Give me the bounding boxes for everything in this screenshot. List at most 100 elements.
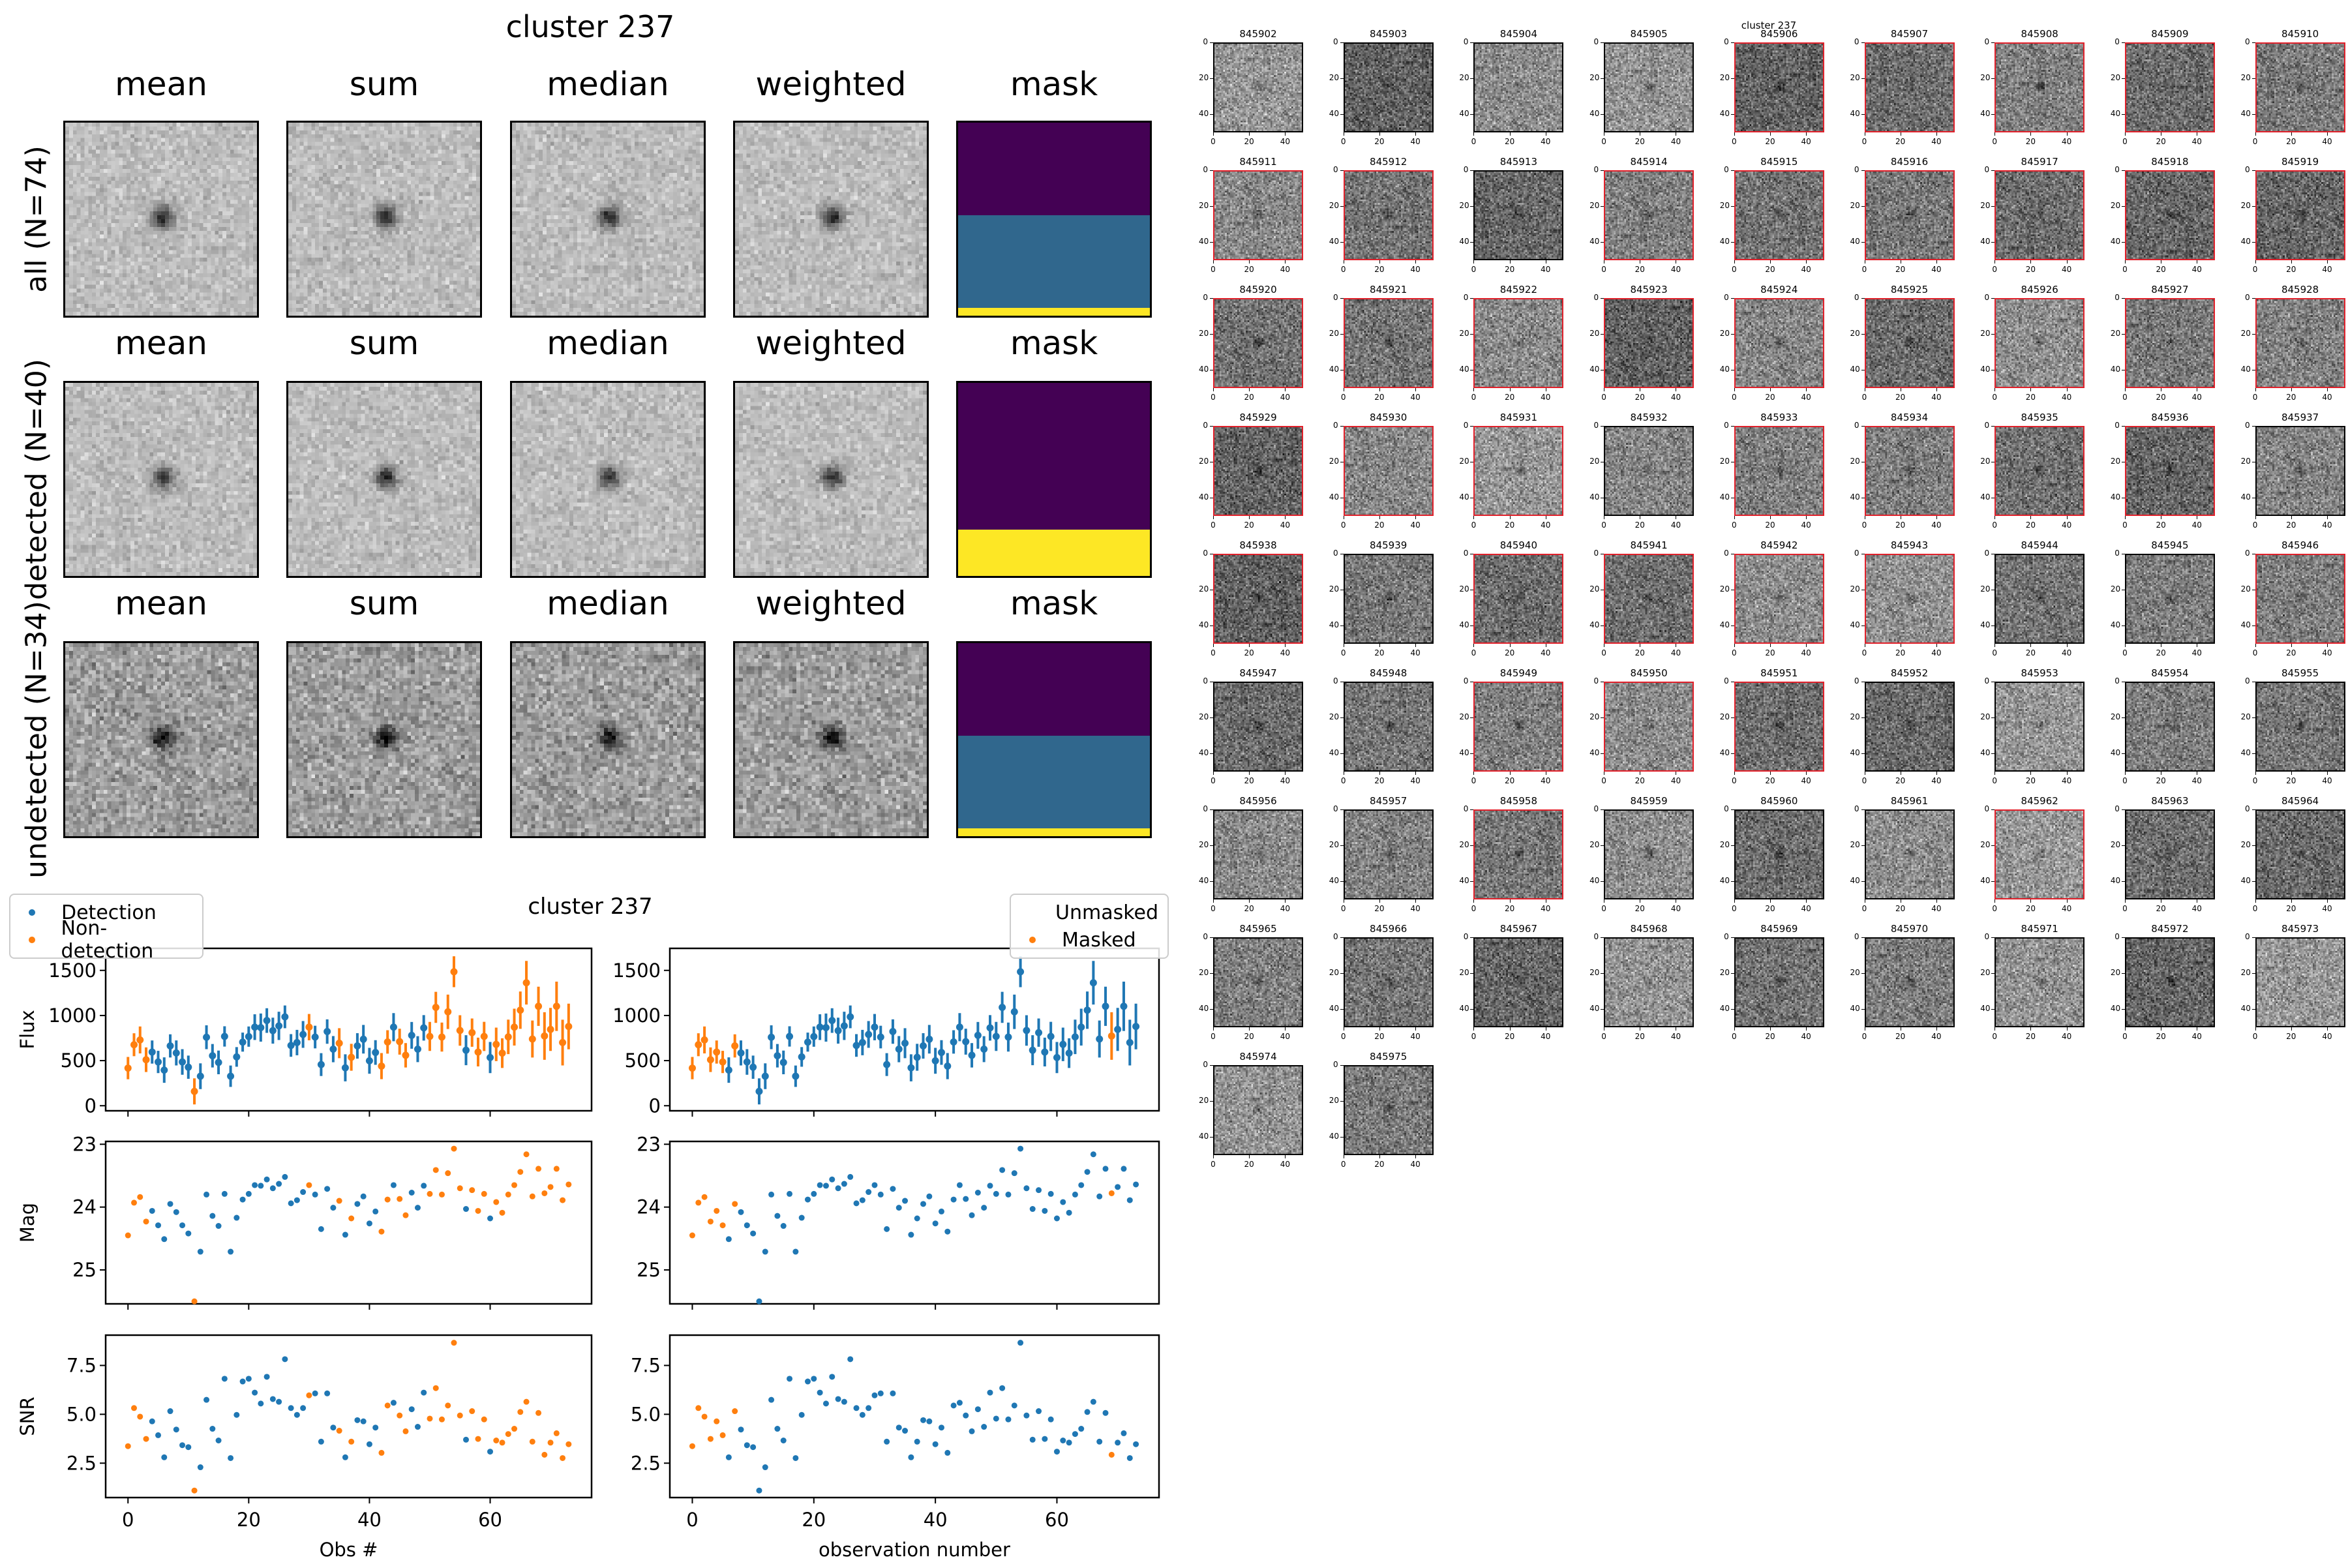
data-point [414, 1205, 421, 1211]
data-point [528, 1035, 536, 1043]
column-title: sum [349, 584, 419, 622]
thumbnail-image [2124, 937, 2215, 1027]
data-point [493, 1199, 500, 1205]
data-point [541, 1451, 548, 1458]
thumbnail-y-tick-label: 20 [1329, 1096, 1339, 1106]
thumbnail-y-tick [1470, 242, 1474, 243]
thumbnail-y-tick [2121, 1009, 2125, 1010]
thumbnail-id: 845964 [2281, 795, 2319, 807]
data-point [541, 1032, 549, 1040]
thumbnail-y-tick-label: 0 [1854, 37, 1859, 46]
thumbnail-image [1604, 170, 1694, 260]
thumbnail-x-tick-label: 20 [2156, 648, 2166, 657]
thumbnail-x-tick [1213, 899, 1214, 903]
thumbnail-x-tick-label: 0 [1211, 393, 1216, 402]
thumbnail-image [1994, 298, 2085, 388]
data-point [239, 1378, 246, 1385]
thumbnail-y-tick-label: 20 [1980, 840, 1991, 850]
thumbnail-x-tick-label: 20 [2286, 776, 2296, 785]
thumbnail-y-tick-label: 0 [2244, 932, 2250, 941]
thumbnail-x-tick [1806, 899, 1807, 903]
data-point [282, 1356, 288, 1363]
stamp-image [65, 643, 257, 836]
data-point [408, 1190, 415, 1196]
thumbnail-x-tick-label: 40 [1280, 520, 1291, 530]
row-label: detected (N=40) [20, 359, 53, 600]
thumbnail-y-tick-label: 0 [1984, 421, 1990, 430]
thumbnail-image [1994, 554, 2085, 644]
thumbnail-y-tick-label: 20 [1719, 840, 1730, 850]
data-point [342, 1454, 348, 1460]
thumbnail-x-tick [1473, 388, 1475, 391]
thumbnail-id: 845948 [1370, 667, 1407, 679]
thumbnail-x-tick [1249, 644, 1250, 647]
thumbnail-y-tick-label: 40 [1980, 620, 1991, 630]
thumbnail-x-tick [1806, 1027, 1807, 1031]
data-point [914, 1438, 920, 1445]
thumbnail-x-tick-label: 40 [2061, 137, 2072, 146]
data-point [963, 1196, 969, 1202]
mean-stamp [63, 641, 259, 838]
thumbnail-y-tick-label: 20 [1719, 73, 1730, 83]
thumbnail-x-tick-label: 0 [1992, 1032, 1997, 1041]
thumbnail-canvas [2256, 939, 2344, 1026]
thumbnail-image [2124, 298, 2215, 388]
thumbnail-y-tick [2121, 881, 2125, 882]
thumbnail-y-tick-label: 40 [1459, 876, 1469, 886]
thumbnail-image [1343, 298, 1434, 388]
data-point [1090, 1398, 1096, 1405]
thumbnail-x-tick-label: 20 [1765, 137, 1775, 146]
thumbnail-y-tick [1340, 1101, 1344, 1102]
thumbnail-id: 845930 [1370, 412, 1407, 423]
thumbnail-x-tick-label: 40 [1280, 648, 1291, 657]
data-point [553, 1166, 560, 1172]
thumbnail-x-tick-label: 20 [2286, 1032, 2296, 1041]
data-point [541, 1190, 548, 1196]
data-point [987, 1183, 993, 1189]
thumbnail-x-tick-label: 0 [1211, 265, 1216, 274]
data-point [847, 1356, 854, 1363]
thumbnail-y-tick [1601, 206, 1604, 207]
thumbnail-y-tick [2121, 206, 2125, 207]
data-point [896, 1425, 902, 1431]
data-point [130, 1199, 137, 1206]
mask-image [956, 121, 1152, 318]
thumbnail-y-tick-label: 0 [1854, 804, 1859, 813]
data-point [780, 1438, 787, 1444]
thumbnail-y-tick [1991, 170, 1995, 171]
thumbnail-id: 845973 [2281, 923, 2319, 935]
thumbnail-x-tick-label: 20 [2156, 520, 2166, 530]
data-point [761, 1072, 769, 1080]
thumbnail-x-tick-label: 40 [2322, 1032, 2332, 1041]
data-point [155, 1432, 162, 1438]
data-point [166, 1042, 174, 1050]
thumbnail-y-tick-label: 40 [2110, 492, 2121, 502]
thumbnail-y-tick [2251, 334, 2255, 335]
thumbnail-x-tick [1769, 772, 1771, 775]
thumbnail-x-tick-label: 20 [1244, 648, 1254, 657]
thumbnail-y-tick-label: 40 [1589, 237, 1600, 247]
thumbnail-image [1864, 426, 1955, 516]
thumbnail-canvas [1996, 172, 2084, 259]
thumbnail-id: 845933 [1760, 412, 1798, 423]
data-point [774, 1213, 781, 1219]
thumbnail-x-tick-label: 40 [1670, 776, 1681, 785]
thumbnail-y-tick [1730, 426, 1734, 427]
data-point [209, 1052, 217, 1060]
data-point [480, 1033, 488, 1040]
thumbnail-image [1473, 42, 1564, 132]
thumbnail-x-tick-label: 40 [2322, 265, 2332, 274]
thumbnail-x-tick-label: 20 [1634, 648, 1645, 657]
data-point [324, 1390, 331, 1396]
thumbnail-image [1734, 554, 1824, 644]
data-point [737, 1049, 745, 1057]
thumbnail-y-tick [1991, 753, 1995, 755]
thumbnail-y-tick [2121, 937, 2125, 938]
thumbnail-y-tick-label: 20 [1199, 457, 1209, 466]
thumbnail-y-tick [1601, 1009, 1604, 1010]
data-point [137, 1413, 143, 1420]
thumbnail-x-tick-label: 40 [2061, 520, 2072, 530]
thumbnail-canvas [2256, 811, 2344, 898]
thumbnail-x-tick-label: 0 [1861, 776, 1867, 785]
thumbnail-x-tick-label: 20 [1374, 904, 1385, 913]
